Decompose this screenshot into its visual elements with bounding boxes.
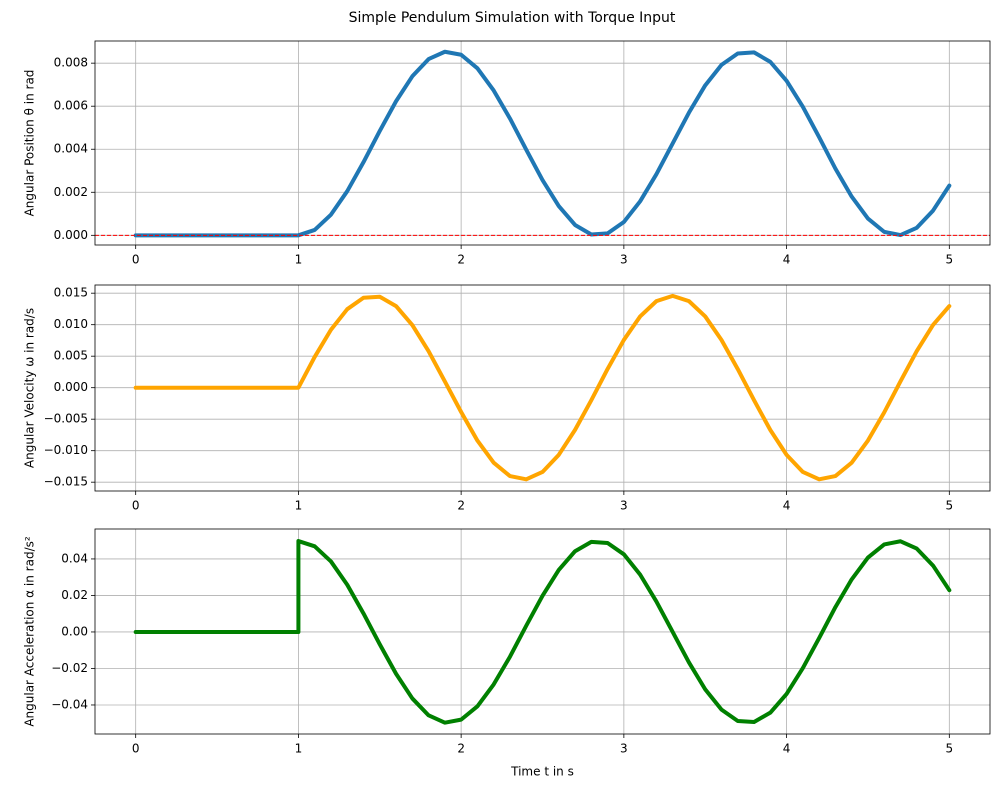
x-tick-label: 1 [295, 253, 303, 267]
y-axis-label: Angular Acceleration α in rad/s² [23, 536, 37, 727]
y-tick-label: −0.015 [44, 475, 88, 489]
data-line [133, 293, 952, 482]
y-tick-label: −0.04 [51, 697, 88, 711]
data-line [133, 49, 952, 238]
x-tick-label: 0 [132, 742, 140, 756]
y-tick-label: 0.008 [54, 56, 88, 70]
x-tick-label: 4 [783, 499, 791, 513]
y-tick-label: −0.010 [44, 443, 88, 457]
y-tick-label: 0.006 [54, 99, 88, 113]
y-tick-label: 0.005 [54, 349, 88, 363]
x-tick-label: 3 [620, 742, 628, 756]
y-tick-label: 0.04 [61, 551, 88, 565]
x-tick-label: 2 [457, 253, 465, 267]
axes-frame [94, 528, 991, 735]
x-tick-label: 2 [457, 499, 465, 513]
x-tick-label: 3 [620, 253, 628, 267]
y-tick-label: 0.015 [54, 286, 88, 300]
y-tick-label: 0.002 [54, 185, 88, 199]
x-tick-label: 3 [620, 499, 628, 513]
x-tick-label: 0 [132, 499, 140, 513]
y-tick-label: −0.005 [44, 412, 88, 426]
y-axis-label: Angular Velocity ω in rad/s [23, 308, 37, 468]
y-tick-label: 0.010 [54, 317, 88, 331]
x-tick-label: 5 [945, 499, 953, 513]
x-tick-label: 1 [295, 499, 303, 513]
x-tick-label: 0 [132, 253, 140, 267]
axes-frame [94, 284, 991, 492]
axes-frame [94, 40, 991, 246]
y-tick-label: 0.004 [54, 142, 88, 156]
x-tick-label: 4 [783, 253, 791, 267]
x-axis-label: Time t in s [510, 765, 574, 779]
x-tick-label: 1 [295, 742, 303, 756]
figure-title: Simple Pendulum Simulation with Torque I… [349, 10, 676, 26]
y-tick-label: 0.000 [54, 380, 88, 394]
x-tick-label: 4 [783, 742, 791, 756]
x-tick-label: 5 [945, 742, 953, 756]
y-tick-label: 0.000 [54, 228, 88, 242]
x-tick-label: 2 [457, 742, 465, 756]
y-tick-label: 0.00 [61, 624, 88, 638]
data-line [133, 539, 952, 725]
y-tick-label: −0.02 [51, 661, 88, 675]
x-tick-label: 5 [945, 253, 953, 267]
y-axis-label: Angular Position θ in rad [23, 70, 37, 217]
y-tick-label: 0.02 [61, 588, 88, 602]
